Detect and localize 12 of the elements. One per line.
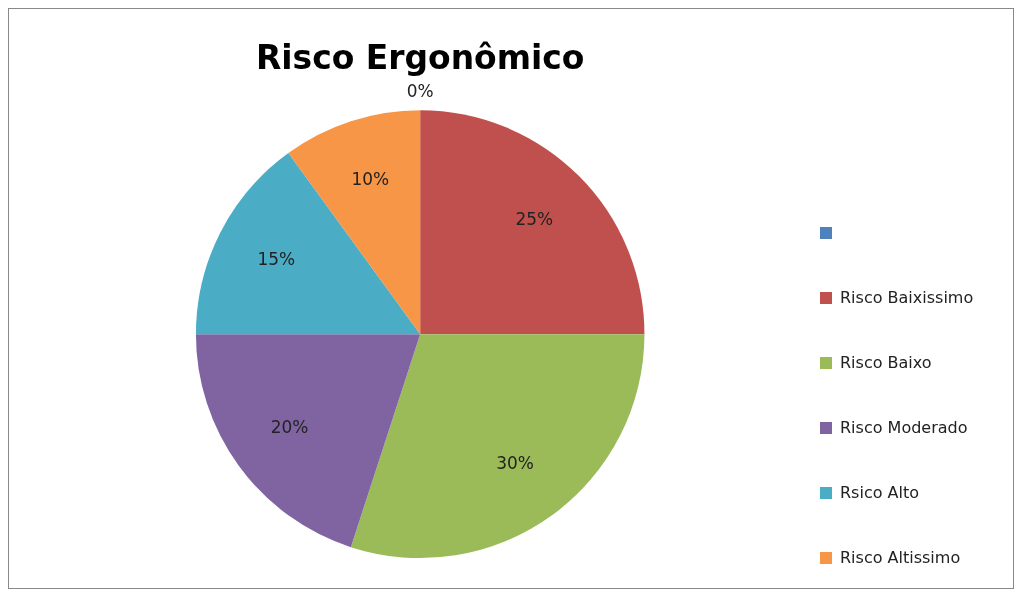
legend-label: Risco Altissimo [840,548,961,567]
data-label: 15% [257,249,296,270]
data-label: 20% [270,417,309,438]
legend-label: Risco Baixo [840,353,932,372]
data-label: 10% [351,169,390,190]
data-label: 30% [496,453,534,474]
data-label: 25% [515,208,554,229]
legend-label: Risco Moderado [840,418,968,437]
legend-label: Rsico Alto [840,483,920,502]
legend-label: Risco Baixissimo [840,288,974,307]
chart-title: Risco Ergonômico [255,38,585,78]
text: 0% [406,80,434,101]
